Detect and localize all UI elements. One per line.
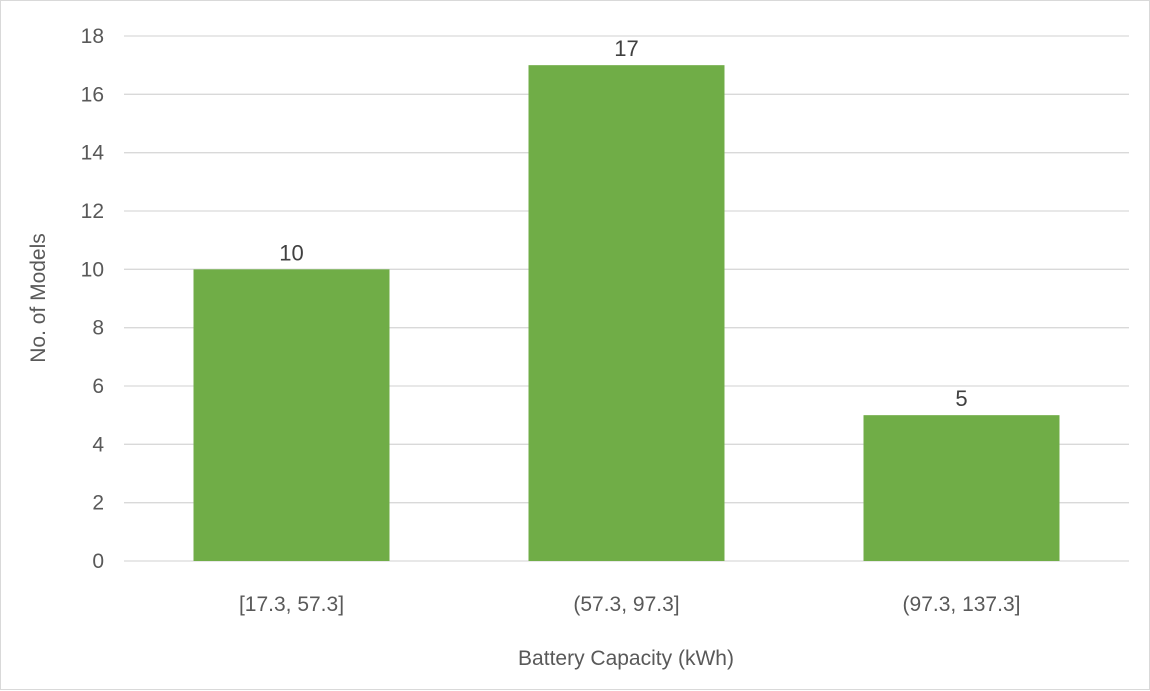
y-tick-label: 10 — [81, 258, 104, 281]
y-tick-label: 0 — [92, 550, 104, 573]
y-tick-label: 18 — [81, 25, 104, 48]
x-axis-title: Battery Capacity (kWh) — [518, 647, 734, 670]
x-tick-label: (97.3, 137.3] — [903, 593, 1021, 616]
bars — [193, 65, 1060, 562]
y-tick-label: 4 — [92, 433, 104, 456]
data-label: 17 — [614, 36, 638, 61]
bar — [528, 65, 725, 562]
y-axis-title: No. of Models — [27, 233, 50, 363]
y-tick-label: 2 — [92, 492, 104, 515]
x-tick-label: [17.3, 57.3] — [239, 593, 344, 616]
y-tick-label: 12 — [81, 200, 104, 223]
data-labels: 10 17 5 — [279, 36, 967, 411]
y-tick-label: 16 — [81, 83, 104, 106]
y-tick-labels: 0 2 4 6 8 10 12 14 16 18 — [81, 25, 105, 573]
bar — [863, 415, 1060, 561]
data-label: 10 — [279, 240, 303, 265]
x-tick-labels: [17.3, 57.3] (57.3, 97.3] (97.3, 137.3] — [239, 593, 1021, 616]
y-tick-label: 6 — [92, 375, 104, 398]
y-tick-label: 14 — [81, 142, 105, 165]
data-label: 5 — [955, 386, 967, 411]
x-tick-label: (57.3, 97.3] — [573, 593, 679, 616]
bar — [193, 269, 390, 561]
y-tick-label: 8 — [92, 317, 104, 340]
